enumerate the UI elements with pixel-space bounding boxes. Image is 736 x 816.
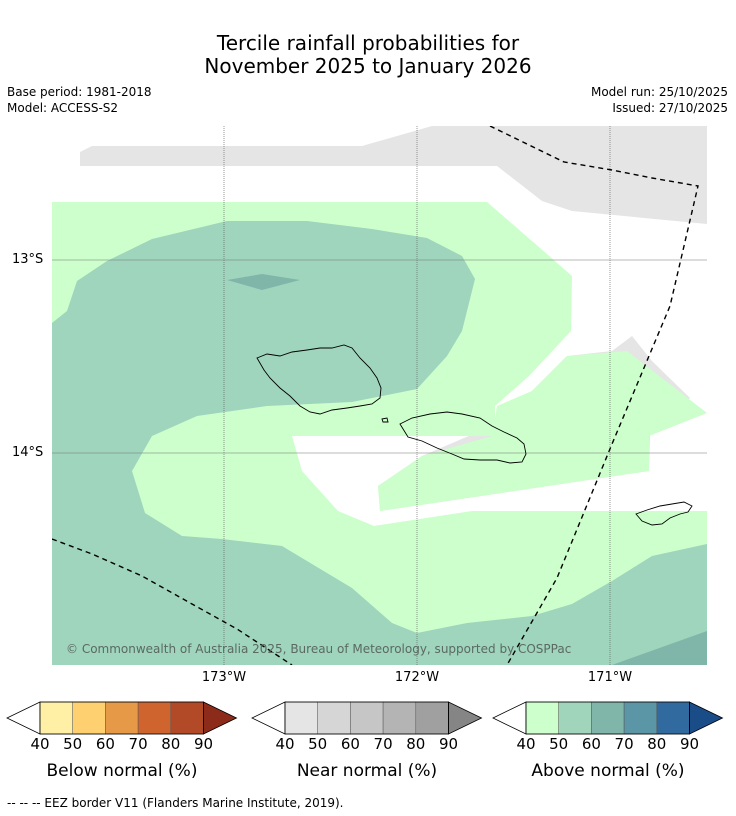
colorbar-swatch bbox=[284, 701, 318, 735]
colorbar-swatch bbox=[656, 701, 690, 735]
colorbar-swatch bbox=[137, 701, 172, 735]
colorbar-swatch bbox=[350, 701, 384, 735]
tutuila-island-outline bbox=[635, 501, 693, 526]
colorbar-high-arrow bbox=[203, 701, 238, 735]
colorbar-outline bbox=[525, 701, 690, 735]
colorbar-tick-label: 70 bbox=[614, 735, 634, 753]
lat-label-14s: 14°S bbox=[12, 445, 44, 460]
colorbar-swatch bbox=[591, 701, 625, 735]
title-line-1: Tercile rainfall probabilities for bbox=[216, 31, 520, 55]
colorbar-outline bbox=[284, 701, 449, 735]
colorbar-graphic-below-normal bbox=[6, 701, 238, 735]
colorbar-title-above-normal: Above normal (%) bbox=[531, 761, 685, 781]
colorbar-high-arrow bbox=[448, 701, 483, 735]
colorbar-near-normal: 40 50 60 70 80 90 Near normal (%) bbox=[251, 700, 483, 781]
issued-date: Issued: 27/10/2025 bbox=[612, 101, 728, 115]
colorbar-below-normal: 40 50 60 70 80 90 Below normal (%) bbox=[6, 700, 238, 781]
lon-label-173w: 173°W bbox=[201, 670, 247, 685]
colorbar-low-arrow bbox=[251, 701, 286, 735]
colorbar-above-normal: 40 50 60 70 80 90 Above normal (%) bbox=[492, 700, 724, 781]
colorbar-tick-label: 70 bbox=[128, 735, 148, 753]
colorbar-tick-label: 90 bbox=[193, 735, 214, 753]
colorbar-tick-label: 50 bbox=[63, 735, 83, 753]
model-run: Model run: 25/10/2025 bbox=[590, 85, 728, 99]
colorbar-low-arrow bbox=[492, 701, 527, 735]
colorbar-swatch bbox=[382, 701, 417, 735]
lat-label-13s: 13°S bbox=[12, 252, 44, 267]
colorbar-tick-label: 80 bbox=[406, 735, 426, 753]
colorbar-tick-label: 50 bbox=[549, 735, 569, 753]
title-line-2: November 2025 to January 2026 bbox=[204, 54, 532, 78]
model-name: Model: ACCESS-S2 bbox=[7, 101, 119, 115]
colorbar-graphic-above-normal bbox=[492, 701, 724, 735]
colorbar-swatch bbox=[558, 701, 592, 735]
colorbar-tick-label: 90 bbox=[679, 735, 700, 753]
above-normal-60-patch bbox=[227, 274, 300, 290]
colorbar-low-arrow bbox=[6, 701, 41, 735]
colorbar-tick-label: 70 bbox=[373, 735, 393, 753]
colorbar-high-arrow bbox=[689, 701, 724, 735]
base-period: Base period: 1981-2018 bbox=[7, 85, 152, 99]
savaii-island-outline bbox=[256, 344, 382, 415]
colorbar-tick-label: 60 bbox=[581, 735, 601, 753]
colorbar-graphic-near-normal bbox=[251, 701, 483, 735]
lon-label-172w: 172°W bbox=[394, 670, 440, 685]
colorbar-outline bbox=[39, 701, 204, 735]
colorbar-swatch bbox=[105, 701, 139, 735]
near-normal-region-north bbox=[80, 126, 707, 224]
colorbar-tick-label: 40 bbox=[30, 735, 50, 753]
colorbar-swatch bbox=[72, 701, 106, 735]
map-copyright: © Commonwealth of Australia 2025, Bureau… bbox=[66, 642, 571, 656]
colorbar-tick-label: 80 bbox=[647, 735, 667, 753]
colorbar-swatch bbox=[170, 701, 204, 735]
eez-border-northeast bbox=[489, 125, 699, 666]
colorbar-tick-label: 40 bbox=[516, 735, 536, 753]
colorbar-title-near-normal: Near normal (%) bbox=[296, 761, 438, 781]
colorbar-swatch bbox=[415, 701, 449, 735]
upolu-island-outline bbox=[399, 411, 527, 464]
colorbar-tick-label: 40 bbox=[275, 735, 295, 753]
colorbar-swatch bbox=[525, 701, 559, 735]
colorbar-tick-label: 60 bbox=[95, 735, 115, 753]
above-normal-50-region-upper bbox=[52, 221, 707, 665]
colorbar-tick-label: 60 bbox=[340, 735, 360, 753]
colorbar-swatch bbox=[317, 701, 351, 735]
forecast-map: © Commonwealth of Australia 2025, Bureau… bbox=[51, 125, 707, 669]
colorbar-tick-label: 90 bbox=[438, 735, 459, 753]
lon-label-171w: 171°W bbox=[587, 670, 633, 685]
manono-islet-outline bbox=[381, 417, 389, 423]
colorbar-title-below-normal: Below normal (%) bbox=[46, 761, 198, 781]
colorbar-swatch bbox=[39, 701, 73, 735]
colorbar-tick-label: 50 bbox=[308, 735, 328, 753]
map-canvas: © Commonwealth of Australia 2025, Bureau… bbox=[51, 125, 707, 666]
colorbar-tick-label: 80 bbox=[161, 735, 181, 753]
colorbar-swatch bbox=[623, 701, 658, 735]
eez-footnote: -- -- -- EEZ border V11 (Flanders Marine… bbox=[7, 796, 344, 810]
eez-border-southwest bbox=[51, 538, 293, 666]
above-normal-60-corner bbox=[612, 631, 707, 665]
